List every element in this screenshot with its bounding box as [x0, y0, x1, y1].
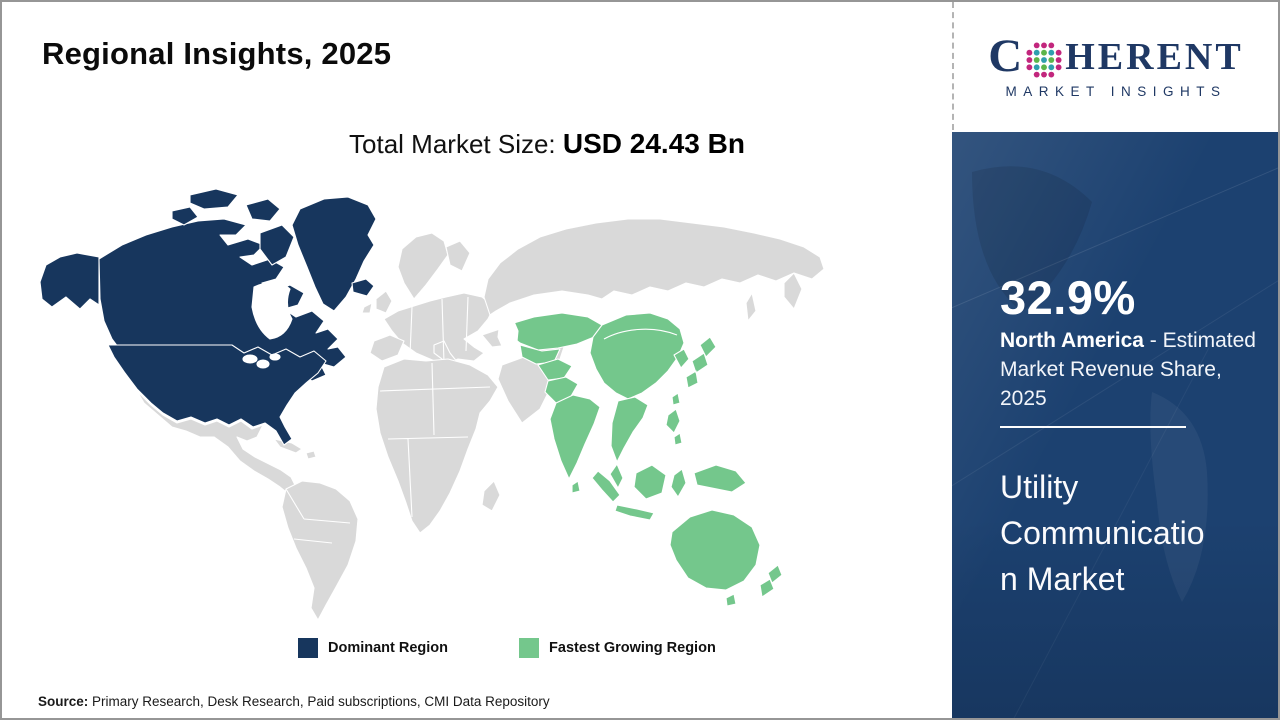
revenue-share-desc-text: - Estimated Market Revenue Share, 2025 [1000, 329, 1256, 410]
map-region-arctic-islands [171, 188, 281, 226]
map-region-sumatra [591, 470, 621, 503]
map-region-finland [445, 240, 471, 272]
map-region-malay-peninsula [609, 463, 624, 489]
map-region-java [614, 504, 655, 521]
map-region-kazakhstan [506, 312, 603, 351]
map-region-afghanistan [537, 358, 573, 381]
source-text: Primary Research, Desk Research, Paid su… [88, 694, 550, 709]
total-market-size-value: USD 24.43 Bn [562, 128, 745, 159]
map-region-scandinavia [397, 232, 449, 300]
map-region-japan [685, 336, 717, 389]
total-market-size: Total Market Size: USD 24.43 Bn [349, 128, 745, 160]
map-region-south-america [281, 480, 359, 621]
map-region-kamchatka [783, 272, 803, 310]
logo-tagline: MARKET INSIGHTS [1005, 84, 1227, 99]
brand-logo-wordmark: C HERENT [988, 33, 1243, 80]
world-map [32, 187, 832, 627]
map-region-sulawesi [670, 468, 687, 498]
map-region-australia [669, 509, 761, 591]
map-region-cuba [273, 438, 303, 454]
source-label: Source: [38, 694, 89, 709]
map-region-philippines [665, 408, 683, 446]
dominant-region-swatch [298, 638, 318, 658]
page-title: Regional Insights, 2025 [42, 36, 392, 71]
latin-america-group [136, 390, 359, 621]
europe-group [361, 232, 495, 370]
map-region-iceland [351, 278, 375, 297]
map-region-uk [375, 290, 393, 314]
revenue-share-description: North America - Estimated Market Revenue… [1000, 326, 1264, 413]
logo-wordmark-rest: HERENT [1065, 35, 1244, 78]
europe-borders [409, 296, 469, 364]
map-region-africa [375, 358, 499, 534]
africa-group [375, 358, 501, 534]
map-region-madagascar [481, 480, 501, 512]
map-region-taiwan [671, 392, 681, 406]
map-region-alaska [39, 252, 100, 310]
caspian-sea-water [497, 316, 519, 356]
map-region-ireland [361, 302, 373, 314]
map-region-china-mongolia [589, 312, 685, 400]
water-cutouts [242, 281, 519, 369]
map-region-sakhalin [745, 292, 757, 322]
hudson-bay-water [251, 281, 293, 340]
map-region-sri-lanka [571, 480, 581, 494]
great-lake-water-3 [269, 353, 281, 361]
report-market-name: Utility Communication Market [1000, 469, 1205, 597]
total-market-size-label: Total Market Size: [349, 129, 563, 159]
map-region-india [549, 394, 601, 480]
fastest-growing-region-label: Fastest Growing Region [549, 640, 716, 656]
map-region-new-guinea [693, 464, 747, 493]
map-region-korea [673, 348, 690, 369]
asia-pacific-group [506, 312, 783, 607]
legend-item-dominant: Dominant Region [298, 638, 448, 658]
great-lake-water-1 [242, 354, 258, 364]
sidebar-divider [1000, 426, 1186, 428]
map-region-iberia [369, 334, 405, 362]
source-note: Source: Primary Research, Desk Research,… [38, 694, 550, 709]
map-region-usa [107, 344, 327, 446]
brand-logo: C HERENT MARKET INSIGHTS [952, 2, 1278, 130]
great-lake-water-2 [256, 359, 270, 369]
legend-item-fastest-growing: Fastest Growing Region [519, 638, 716, 658]
mongolia-border [603, 328, 678, 340]
fastest-growing-region-swatch [519, 638, 540, 658]
map-region-hispaniola [305, 450, 317, 460]
logo-letter-c: C [988, 30, 1023, 82]
south-america-borders [285, 488, 351, 544]
north-america-group [39, 188, 377, 446]
map-region-indochina [610, 396, 649, 463]
highlight-sidebar: 32.9% North America - Estimated Market R… [952, 132, 1278, 718]
map-region-new-zealand [759, 564, 783, 598]
map-region-tasmania [725, 593, 737, 607]
revenue-share-value: 32.9% [1000, 271, 1136, 324]
revenue-share-region: North America [1000, 329, 1144, 352]
map-legend: Dominant Region Fastest Growing Region [298, 638, 716, 658]
africa-borders [379, 362, 491, 518]
map-region-greenland [291, 196, 377, 312]
dominant-region-label: Dominant Region [328, 640, 449, 656]
map-region-borneo [633, 464, 667, 500]
dotted-globe-icon [1026, 41, 1062, 78]
map-region-baffin-island [259, 224, 295, 266]
map-region-mexico-central-america [136, 390, 297, 496]
map-region-russia [483, 218, 825, 316]
